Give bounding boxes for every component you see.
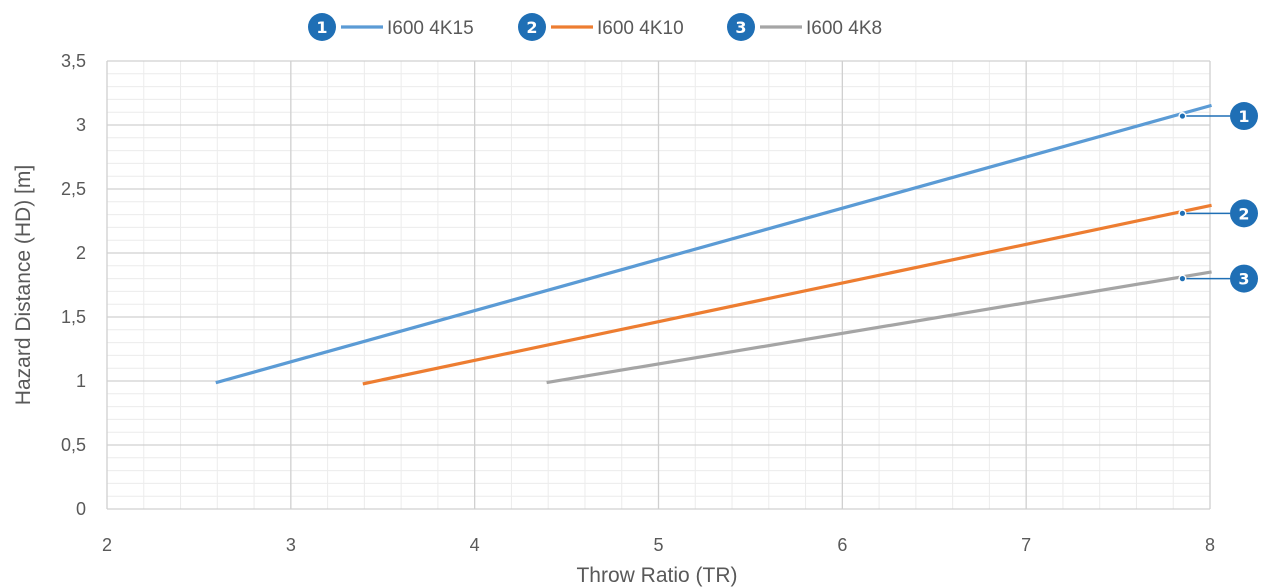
x-tick-label: 2 [102,535,112,555]
series-callouts: 1 2 3 [1178,102,1258,293]
callout-dot [1179,210,1186,216]
callout-badge-number: 3 [1238,270,1249,289]
legend-badge-number: 3 [735,18,746,37]
x-tick-label: 4 [470,535,480,555]
x-tick-label: 3 [286,535,296,555]
grid [106,60,1211,510]
callout-badge [1230,199,1258,228]
legend-badge [727,13,755,41]
callout-badge-number: 1 [1238,107,1249,126]
callout-badge [1230,264,1258,293]
callout-dot [1179,276,1186,282]
x-tick-labels: 2 3 4 5 6 7 8 [102,535,1215,555]
callout-dot [1179,113,1186,119]
y-tick-labels: 0 0,5 1 1,5 2 2,5 3 3,5 [61,51,86,519]
y-axis-title: Hazard Distance (HD) [m] [12,165,35,405]
x-axis-title: Throw Ratio (TR) [576,564,737,587]
legend-badge-number: 2 [526,18,537,37]
y-tick-label: 0,5 [61,435,86,455]
y-tick-label: 3 [76,115,86,135]
legend-label: I600 4K15 [387,18,474,39]
series-line [362,203,1212,386]
legend-badge [308,13,336,41]
legend-label: I600 4K8 [806,18,882,39]
legend-label: I600 4K10 [597,18,684,39]
x-tick-label: 7 [1021,535,1031,555]
y-tick-label: 1,5 [61,307,86,327]
y-tick-label: 0 [76,499,86,519]
legend: 1 I600 4K15 2 I600 4K10 3 I600 4K8 [308,13,882,41]
x-tick-label: 6 [837,535,847,555]
y-tick-label: 2,5 [61,179,86,199]
x-tick-label: 5 [653,535,663,555]
x-tick-label: 8 [1205,535,1215,555]
callout-badge-number: 2 [1238,204,1249,223]
series-lines [215,103,1212,386]
series-line [215,103,1212,385]
callout-badge [1230,102,1258,131]
y-tick-label: 2 [76,243,86,263]
series-line [546,270,1212,385]
legend-badge [518,13,546,41]
legend-badge-number: 1 [316,18,327,37]
y-tick-label: 3,5 [61,51,86,71]
y-tick-label: 1 [76,371,86,391]
